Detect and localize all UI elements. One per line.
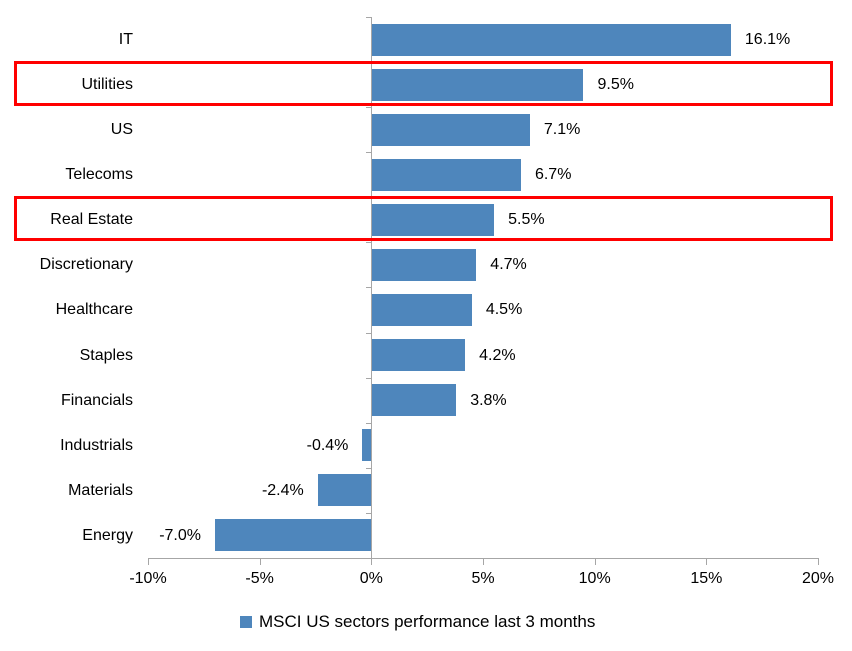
y-axis-tick — [366, 512, 372, 514]
legend-label: MSCI US sectors performance last 3 month… — [259, 612, 596, 631]
x-axis-tick — [371, 558, 373, 565]
x-axis-tick-label-5-: 5% — [471, 570, 495, 587]
x-axis-tick-label-15-: 15% — [690, 570, 723, 587]
y-axis-tick — [366, 467, 372, 469]
y-axis-tick — [366, 17, 372, 18]
legend-swatch-icon — [240, 616, 252, 628]
highlight-box-utilities — [14, 61, 833, 107]
y-axis-tick — [366, 422, 372, 424]
value-label-us: 7.1% — [543, 121, 581, 139]
x-axis-tick — [259, 558, 261, 565]
category-label-staples: Staples — [79, 346, 133, 364]
x-axis-tick — [706, 558, 708, 565]
chart-legend: MSCI US sectors performance last 3 month… — [240, 612, 595, 632]
bar-utilities — [371, 68, 584, 101]
x-axis-tick-label-0-: 0% — [359, 570, 383, 587]
x-axis-tick — [483, 558, 484, 565]
category-label-real-estate: Real Estate — [50, 211, 133, 229]
bar-industrials — [362, 429, 372, 462]
value-label-healthcare: 4.5% — [485, 301, 523, 319]
value-label-materials: -2.4% — [261, 481, 304, 499]
y-axis-tick — [366, 377, 372, 379]
value-label-real-estate: 5.5% — [508, 211, 545, 229]
category-label-discretionary: Discretionary — [39, 256, 133, 274]
y-axis-tick — [366, 332, 372, 334]
category-label-it: IT — [118, 31, 133, 48]
bar-staples — [371, 339, 466, 372]
x-axis-tick-label--5-: -5% — [245, 570, 274, 587]
bar-discretionary — [371, 248, 477, 281]
x-axis-tick-label-20-: 20% — [801, 570, 835, 587]
x-axis-tick — [818, 558, 819, 565]
x-axis-tick-label-10-: 10% — [578, 570, 611, 587]
bar-telecoms — [371, 158, 521, 191]
value-label-it: 16.1% — [744, 31, 791, 48]
value-label-utilities: 9.5% — [597, 76, 634, 94]
value-label-telecoms: 6.7% — [534, 166, 572, 184]
bar-us — [371, 113, 530, 146]
bar-financials — [371, 384, 457, 417]
bar-real-estate — [371, 203, 495, 236]
category-label-industrials: Industrials — [60, 436, 133, 454]
x-axis-tick-label--10-: -10% — [129, 570, 167, 587]
value-label-financials: 3.8% — [470, 391, 507, 409]
value-label-discretionary: 4.7% — [490, 256, 527, 274]
bar-it — [371, 23, 731, 56]
category-label-telecoms: Telecoms — [65, 166, 133, 184]
highlight-box-real-estate — [14, 196, 833, 242]
bar-materials — [317, 474, 372, 507]
category-label-healthcare: Healthcare — [55, 301, 133, 319]
category-label-energy: Energy — [82, 526, 133, 544]
y-axis-tick — [366, 107, 372, 109]
y-axis-tick — [366, 152, 372, 154]
y-axis-tick — [366, 287, 372, 289]
value-label-staples: 4.2% — [479, 346, 516, 364]
value-label-industrials: -0.4% — [306, 436, 349, 454]
y-axis-tick — [366, 242, 372, 244]
category-label-us: US — [110, 121, 133, 139]
x-axis-tick — [148, 558, 149, 565]
bar-energy — [215, 519, 372, 552]
x-axis-tick — [594, 558, 596, 565]
value-label-energy: -7.0% — [159, 526, 201, 544]
category-label-financials: Financials — [60, 391, 133, 409]
category-label-utilities: Utilities — [81, 76, 133, 94]
bar-healthcare — [371, 294, 472, 327]
category-label-materials: Materials — [68, 481, 133, 499]
